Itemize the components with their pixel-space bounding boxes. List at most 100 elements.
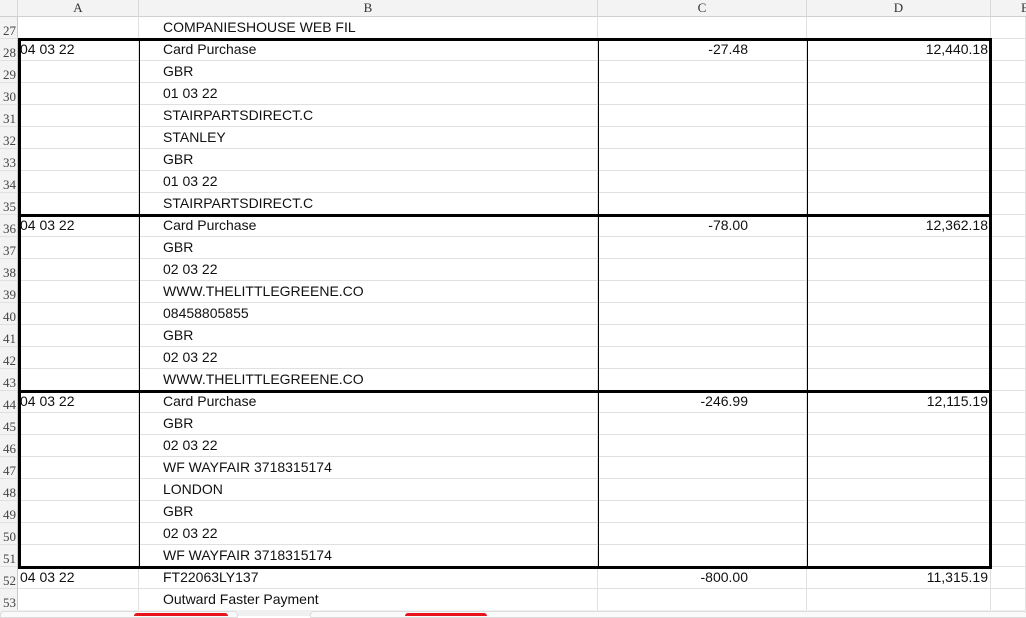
cell-b-description[interactable]: GBR xyxy=(139,325,598,347)
cell-b-description[interactable]: COMPANIESHOUSE WEB FIL xyxy=(139,17,598,39)
cell-d-balance[interactable] xyxy=(807,259,991,281)
cell-e[interactable] xyxy=(991,281,1026,303)
column-header-a[interactable]: A xyxy=(18,0,139,17)
cell-b-description[interactable]: STANLEY xyxy=(139,127,598,149)
cell-e[interactable] xyxy=(991,17,1026,39)
cell-b-description[interactable]: Card Purchase xyxy=(139,39,598,61)
cell-b-description[interactable]: STAIRPARTSDIRECT.C xyxy=(139,193,598,215)
cell-c-amount[interactable]: -78.00 xyxy=(598,215,807,237)
row-header[interactable]: 32 xyxy=(0,127,18,149)
cell-b-description[interactable]: 02 03 22 xyxy=(139,259,598,281)
cell-a-date[interactable]: 04 03 22 xyxy=(18,39,139,61)
cell-b-description[interactable]: Card Purchase xyxy=(139,215,598,237)
cell-d-balance[interactable] xyxy=(807,281,991,303)
cell-d-balance[interactable] xyxy=(807,325,991,347)
row-header[interactable]: 38 xyxy=(0,259,18,281)
cell-d-balance[interactable] xyxy=(807,237,991,259)
cell-e[interactable] xyxy=(991,523,1026,545)
cell-c-amount[interactable] xyxy=(598,237,807,259)
cell-d-balance[interactable] xyxy=(807,149,991,171)
cell-e[interactable] xyxy=(991,61,1026,83)
row-header[interactable]: 39 xyxy=(0,281,18,303)
column-header-e[interactable]: E xyxy=(991,0,1026,17)
row-header[interactable]: 37 xyxy=(0,237,18,259)
cell-e[interactable] xyxy=(991,369,1026,391)
cell-a-date[interactable]: 04 03 22 xyxy=(18,567,139,589)
cell-b-description[interactable]: FT22063LY137 xyxy=(139,567,598,589)
cell-c-amount[interactable] xyxy=(598,303,807,325)
cell-c-amount[interactable] xyxy=(598,545,807,567)
cell-a-date[interactable] xyxy=(18,589,139,611)
cell-e[interactable] xyxy=(991,325,1026,347)
row-header[interactable]: 45 xyxy=(0,413,18,435)
cell-e[interactable] xyxy=(991,193,1026,215)
row-header[interactable]: 29 xyxy=(0,61,18,83)
row-header[interactable]: 27 xyxy=(0,17,18,39)
cell-a-date[interactable] xyxy=(18,325,139,347)
cell-e[interactable] xyxy=(991,149,1026,171)
cell-a-date[interactable] xyxy=(18,171,139,193)
cell-c-amount[interactable] xyxy=(598,105,807,127)
cell-b-description[interactable]: GBR xyxy=(139,237,598,259)
cell-d-balance[interactable] xyxy=(807,589,991,611)
cell-a-date[interactable] xyxy=(18,435,139,457)
cell-e[interactable] xyxy=(991,567,1026,589)
row-header[interactable]: 50 xyxy=(0,523,18,545)
cell-d-balance[interactable] xyxy=(807,545,991,567)
cell-d-balance[interactable] xyxy=(807,435,991,457)
cell-b-description[interactable]: 02 03 22 xyxy=(139,435,598,457)
cell-c-amount[interactable] xyxy=(598,589,807,611)
cell-e[interactable] xyxy=(991,39,1026,61)
row-header[interactable]: 46 xyxy=(0,435,18,457)
cell-d-balance[interactable]: 12,115.19 xyxy=(807,391,991,413)
cell-a-date[interactable] xyxy=(18,105,139,127)
cell-e[interactable] xyxy=(991,83,1026,105)
cell-b-description[interactable]: WF WAYFAIR 3718315174 xyxy=(139,457,598,479)
row-header[interactable]: 52 xyxy=(0,567,18,589)
column-header-b[interactable]: B xyxy=(139,0,598,17)
row-header[interactable]: 51 xyxy=(0,545,18,567)
cell-e[interactable] xyxy=(991,303,1026,325)
cell-c-amount[interactable] xyxy=(598,325,807,347)
cell-e[interactable] xyxy=(991,237,1026,259)
cell-a-date[interactable] xyxy=(18,61,139,83)
cell-a-date[interactable] xyxy=(18,501,139,523)
cell-b-description[interactable]: 01 03 22 xyxy=(139,171,598,193)
cell-b-description[interactable]: 08458805855 xyxy=(139,303,598,325)
cell-b-description[interactable]: WWW.THELITTLEGREENE.CO xyxy=(139,369,598,391)
cell-d-balance[interactable] xyxy=(807,501,991,523)
cell-a-date[interactable] xyxy=(18,259,139,281)
cell-c-amount[interactable] xyxy=(598,523,807,545)
row-header[interactable]: 42 xyxy=(0,347,18,369)
cell-d-balance[interactable] xyxy=(807,17,991,39)
column-header-c[interactable]: C xyxy=(598,0,807,17)
cell-a-date[interactable] xyxy=(18,479,139,501)
row-header[interactable]: 36 xyxy=(0,215,18,237)
row-header[interactable]: 28 xyxy=(0,39,18,61)
cell-e[interactable] xyxy=(991,545,1026,567)
cell-d-balance[interactable] xyxy=(807,105,991,127)
cell-b-description[interactable]: Card Purchase xyxy=(139,391,598,413)
cell-c-amount[interactable] xyxy=(598,501,807,523)
cell-b-description[interactable]: Outward Faster Payment xyxy=(139,589,598,611)
cell-e[interactable] xyxy=(991,215,1026,237)
cell-a-date[interactable] xyxy=(18,281,139,303)
row-header[interactable]: 43 xyxy=(0,369,18,391)
cell-c-amount[interactable] xyxy=(598,149,807,171)
cell-a-date[interactable] xyxy=(18,457,139,479)
cell-e[interactable] xyxy=(991,347,1026,369)
cell-e[interactable] xyxy=(991,105,1026,127)
row-header[interactable]: 41 xyxy=(0,325,18,347)
row-header[interactable]: 47 xyxy=(0,457,18,479)
cell-a-date[interactable] xyxy=(18,237,139,259)
cell-d-balance[interactable] xyxy=(807,479,991,501)
cell-d-balance[interactable]: 12,362.18 xyxy=(807,215,991,237)
cell-a-date[interactable] xyxy=(18,347,139,369)
cell-c-amount[interactable] xyxy=(598,457,807,479)
cell-a-date[interactable] xyxy=(18,523,139,545)
cell-d-balance[interactable] xyxy=(807,171,991,193)
cell-d-balance[interactable] xyxy=(807,61,991,83)
cell-a-date[interactable] xyxy=(18,413,139,435)
cell-d-balance[interactable] xyxy=(807,347,991,369)
cell-e[interactable] xyxy=(991,127,1026,149)
